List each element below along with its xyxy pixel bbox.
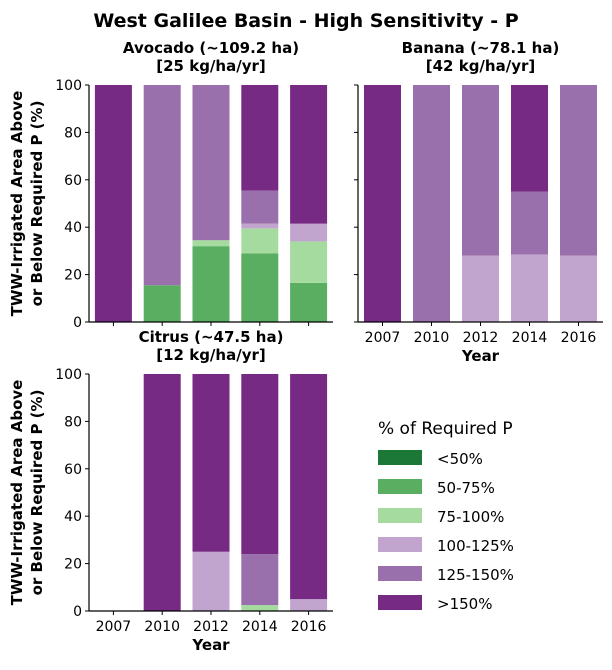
bar-segment: [241, 228, 279, 254]
y-tick-label: 40: [64, 220, 82, 236]
bar-segment: [192, 240, 230, 247]
legend-swatch: [378, 537, 422, 552]
bar-segment: [192, 246, 230, 322]
legend-label: 125-150%: [437, 566, 514, 584]
legend-item: 100-125%: [378, 537, 514, 555]
bar-segment: [143, 374, 181, 611]
panel-1: Banana (~78.1 ha)[42 kg/ha/yr] 2007 2010 20…: [354, 39, 603, 365]
bar-segment: [192, 374, 230, 552]
bar-segment: [290, 85, 328, 224]
legend-item: 75-100%: [378, 508, 504, 526]
x-tick-label: 2014: [512, 330, 548, 346]
bar-segment: [241, 374, 279, 555]
panel-title-line: [25 kg/ha/yr]: [156, 57, 265, 75]
legend-label: <50%: [437, 450, 483, 468]
y-axis-label-line: or Below Required P (%): [28, 101, 46, 307]
legend-label: 100-125%: [437, 537, 514, 555]
legend-swatch: [378, 450, 422, 465]
y-axis-label-line: TWW-Irrigated Area Above: [8, 380, 26, 606]
y-tick-label: 100: [55, 367, 82, 383]
x-tick-label: 2010: [414, 330, 450, 346]
x-tick-label: 2016: [291, 619, 327, 635]
y-tick-label: 100: [55, 78, 82, 94]
x-tick-label: 2012: [193, 619, 229, 635]
bar-segment: [413, 85, 450, 322]
y-tick-label: 80: [64, 414, 82, 430]
panel-title-line: Avocado (~109.2 ha): [123, 39, 299, 57]
bar-segment: [511, 254, 548, 322]
y-tick-label: 40: [64, 509, 82, 525]
bar-segment: [511, 85, 548, 192]
bar-segment: [143, 285, 181, 322]
legend: % of Required P <50% 50-75% 75-100% 100-125…: [378, 419, 514, 613]
bar-segment: [143, 85, 181, 286]
bar-segment: [364, 85, 401, 322]
bar-segment: [192, 85, 230, 241]
figure-title: West Galilee Basin - High Sensitivity - …: [93, 10, 518, 32]
legend-item: <50%: [378, 450, 483, 468]
y-tick-label: 60: [64, 173, 82, 189]
y-tick-label: 20: [64, 268, 82, 284]
bar-segment: [290, 374, 328, 600]
legend-swatch: [378, 508, 422, 523]
x-tick-label: 2014: [242, 619, 278, 635]
x-tick-label: 2016: [561, 330, 597, 346]
panel-title-line: [12 kg/ha/yr]: [156, 346, 265, 364]
bar-segment: [462, 85, 499, 256]
legend-item: 50-75%: [378, 479, 495, 497]
bar-segment: [241, 223, 279, 229]
legend-label: >150%: [437, 595, 492, 613]
panel-title-line: [42 kg/ha/yr]: [426, 57, 535, 75]
panel-0: Avocado (~109.2 ha)[25 kg/ha/yr] 0 20 40 60 8…: [8, 39, 333, 331]
y-axis-label-line: TWW-Irrigated Area Above: [8, 91, 26, 317]
bar-segment: [241, 554, 279, 606]
panel-title-line: Banana (~78.1 ha): [402, 39, 560, 57]
legend-label: 50-75%: [437, 479, 495, 497]
x-tick-label: 2007: [96, 619, 132, 635]
legend-swatch: [378, 479, 422, 494]
x-tick-label: 2012: [463, 330, 499, 346]
bar-segment: [241, 605, 279, 611]
y-tick-label: 80: [64, 125, 82, 141]
legend-label: 75-100%: [437, 508, 504, 526]
y-axis-label-line: or Below Required P (%): [28, 390, 46, 596]
bar-segment: [290, 282, 328, 322]
legend-swatch: [378, 595, 422, 610]
legend-item: 125-150%: [378, 566, 514, 584]
bar-segment: [94, 85, 132, 322]
legend-title: % of Required P: [378, 419, 513, 439]
y-tick-label: 0: [73, 604, 82, 620]
bar-segment: [290, 223, 328, 242]
bar-segment: [241, 85, 279, 191]
y-tick-label: 60: [64, 462, 82, 478]
bar-segment: [511, 191, 548, 255]
y-tick-label: 0: [73, 315, 82, 331]
bar-segment: [241, 190, 279, 224]
bar-segment: [560, 255, 597, 322]
bar-segment: [241, 253, 279, 322]
y-tick-label: 20: [64, 557, 82, 573]
x-axis-label: Year: [461, 347, 500, 365]
legend-item: >150%: [378, 595, 492, 613]
bar-segment: [462, 255, 499, 322]
panel-title-line: Citrus (~47.5 ha): [139, 328, 284, 346]
bar-segment: [192, 551, 230, 611]
bar-segment: [290, 241, 328, 283]
panel-2: Citrus (~47.5 ha)[12 kg/ha/yr] 0 20 40 60 80 1…: [8, 328, 333, 654]
x-tick-label: 2007: [365, 330, 401, 346]
legend-swatch: [378, 566, 422, 581]
x-tick-label: 2010: [144, 619, 180, 635]
bar-segment: [560, 85, 597, 256]
bar-segment: [290, 599, 328, 611]
x-axis-label: Year: [191, 636, 230, 654]
